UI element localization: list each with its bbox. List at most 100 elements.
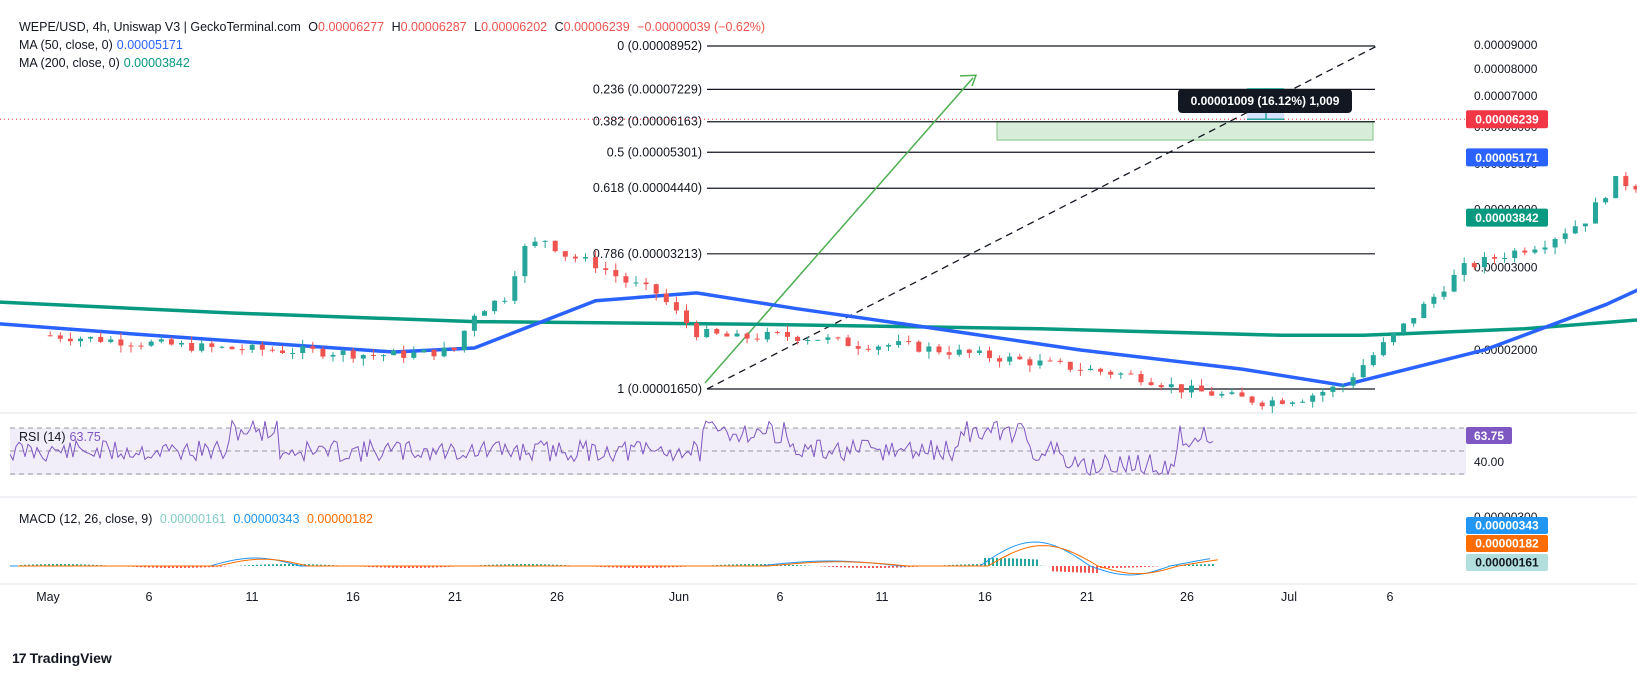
candle-body	[88, 336, 94, 339]
candle-body	[280, 350, 285, 354]
macd-histogram-bar	[828, 566, 830, 567]
macd-histogram-bar	[988, 558, 990, 566]
macd-histogram-bar	[312, 564, 314, 566]
macd-histogram-bar	[88, 564, 90, 566]
fib-level-label: 1 (0.00001650)	[617, 382, 702, 396]
ma200-legend[interactable]: MA (200, close, 0) 0.00003842	[19, 54, 194, 72]
candle-body	[259, 344, 265, 350]
macd-histogram-bar	[952, 564, 954, 566]
candle-body	[835, 337, 841, 339]
candle-body	[906, 341, 912, 343]
candle-body	[684, 310, 689, 324]
macd-histogram-bar	[664, 566, 666, 568]
macd-histogram-bar	[328, 564, 330, 566]
price-tag-text: 0.00005171	[1475, 151, 1539, 165]
price-tag-text: 0.00006239	[1475, 113, 1539, 127]
candle-body	[694, 323, 700, 338]
candle-body	[108, 339, 114, 342]
macd-histogram-bar	[852, 566, 854, 568]
macd-histogram-bar	[1084, 566, 1086, 573]
candle-body	[320, 348, 326, 357]
price-axis-label: 0.00003000	[1474, 261, 1538, 275]
candle-body	[1542, 247, 1548, 250]
candle-body	[1613, 176, 1619, 199]
rsi-line	[9, 419, 1214, 477]
candle-body	[138, 345, 144, 347]
macd-histogram-bar	[900, 566, 902, 568]
ma50-legend[interactable]: MA (50, close, 0) 0.00005171	[19, 36, 187, 54]
macd-histogram-bar	[756, 564, 758, 566]
time-axis-label: 16	[978, 590, 992, 604]
macd-histogram-bar	[28, 564, 30, 566]
candle-body	[1138, 373, 1144, 383]
macd-histogram-bar	[496, 564, 498, 566]
macd-histogram-bar	[1208, 564, 1210, 566]
candle-body	[1380, 342, 1386, 356]
candle-body	[936, 346, 942, 353]
macd-histogram-bar	[1056, 566, 1058, 572]
macd-histogram-bar	[288, 564, 290, 566]
candle-body	[583, 257, 588, 259]
candle-body	[1431, 296, 1437, 304]
macd-histogram-bar	[656, 566, 658, 568]
macd-histogram-bar	[1076, 566, 1078, 573]
macd-histogram-bar	[1132, 566, 1134, 568]
macd-histogram-bar	[140, 566, 142, 568]
candle-body	[522, 246, 528, 277]
ma50-line	[0, 288, 1637, 388]
macd-histogram-bar	[404, 566, 406, 568]
macd-legend[interactable]: MACD (12, 26, close, 9) 0.00000161 0.000…	[19, 510, 377, 528]
candle-body	[764, 331, 770, 340]
rsi-legend[interactable]: RSI (14) 63.75	[19, 428, 105, 446]
candle-body	[1562, 233, 1568, 240]
macd-histogram-bar	[156, 566, 158, 568]
macd-histogram-bar	[800, 565, 802, 566]
support-zone	[996, 121, 1374, 141]
candle-body	[815, 339, 821, 341]
candle-body	[1320, 391, 1326, 396]
macd-histogram-bar	[1024, 558, 1026, 566]
candle-body	[603, 268, 609, 271]
macd-histogram-bar	[1052, 566, 1054, 572]
macd-histogram-bar	[1128, 566, 1130, 568]
candle-body	[1401, 323, 1407, 334]
candle-body	[1391, 333, 1396, 343]
macd-histogram-bar	[168, 566, 170, 568]
macd-histogram-bar	[432, 566, 434, 568]
candle-body	[168, 339, 174, 345]
candle-body	[290, 353, 296, 355]
macd-histogram-bar	[1104, 566, 1106, 568]
price-tag-bg	[1466, 148, 1548, 167]
candle-body	[300, 346, 306, 354]
macd-histogram-bar	[840, 566, 842, 568]
macd-histogram-bar	[528, 564, 530, 566]
candle-body	[562, 251, 568, 257]
macd-histogram-bar	[676, 566, 678, 568]
candle-body	[1623, 176, 1629, 187]
macd-histogram-bar	[548, 564, 550, 566]
candle-body	[1340, 385, 1346, 387]
macd-histogram-bar	[652, 566, 654, 568]
macd-histogram-bar	[888, 566, 890, 568]
candle-body	[532, 241, 538, 247]
candle-body	[1421, 303, 1427, 319]
macd-histogram-bar	[752, 564, 754, 566]
candle-body	[1269, 400, 1275, 407]
candle-body	[795, 336, 801, 341]
candle-body	[1593, 202, 1598, 224]
candle-body	[47, 335, 53, 337]
candle-body	[199, 343, 205, 351]
candle-body	[1088, 368, 1093, 371]
macd-histogram-bar	[748, 564, 750, 566]
candle-body	[179, 342, 184, 345]
macd-histogram-bar	[1060, 566, 1062, 572]
macd-histogram-bar	[964, 564, 966, 566]
trend-arrow	[704, 77, 974, 384]
tradingview-logo[interactable]: 17 TradingView	[12, 650, 112, 666]
candle-body	[754, 338, 760, 340]
candle-body	[158, 339, 164, 342]
macd-histogram-bar	[844, 566, 846, 568]
macd-histogram-bar	[196, 566, 198, 568]
macd-histogram-bar	[1092, 566, 1094, 573]
